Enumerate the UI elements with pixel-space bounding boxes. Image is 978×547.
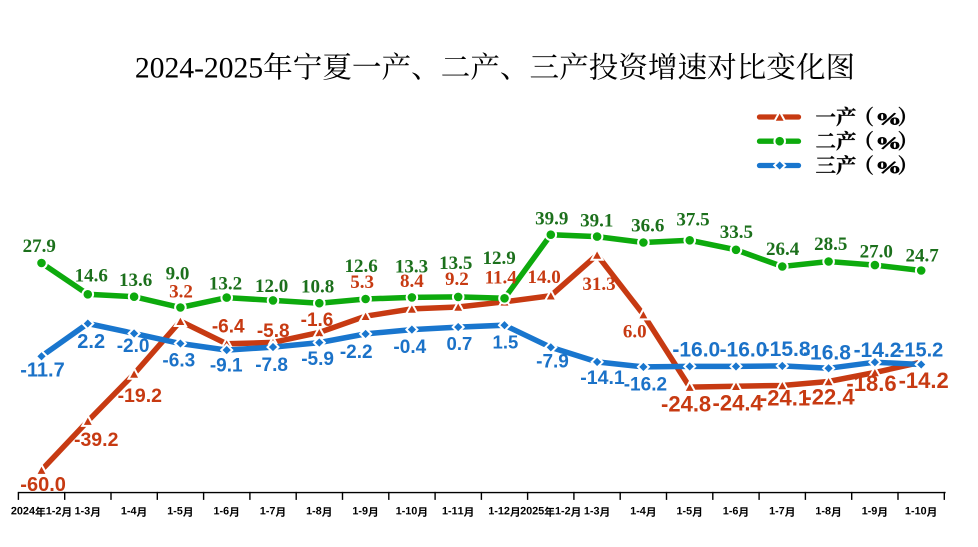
svg-text:10.8: 10.8 — [301, 277, 334, 298]
svg-text:13.3: 13.3 — [395, 257, 428, 278]
svg-text:-60.0: -60.0 — [20, 474, 66, 496]
svg-text:-18.6: -18.6 — [846, 371, 896, 396]
svg-text:9.2: 9.2 — [445, 269, 469, 290]
svg-text:-15.8: -15.8 — [763, 338, 811, 361]
svg-text:1.5: 1.5 — [493, 332, 519, 353]
svg-text:-2.0: -2.0 — [117, 336, 150, 357]
svg-text:14.0: 14.0 — [527, 267, 560, 288]
svg-text:-7.9: -7.9 — [536, 352, 569, 373]
svg-text:26.4: 26.4 — [766, 239, 800, 260]
svg-text:-6.4: -6.4 — [212, 317, 245, 338]
svg-text:13.2: 13.2 — [209, 273, 242, 294]
svg-text:-16.0: -16.0 — [720, 339, 768, 362]
svg-text:33.5: 33.5 — [720, 222, 753, 243]
svg-text:39.9: 39.9 — [535, 208, 568, 229]
svg-text:-39.2: -39.2 — [74, 429, 119, 451]
svg-text:12.9: 12.9 — [482, 248, 515, 269]
svg-text:28.5: 28.5 — [814, 234, 847, 255]
svg-text:-11.7: -11.7 — [20, 359, 64, 381]
svg-text:14.6: 14.6 — [75, 265, 108, 286]
svg-text:-14.2: -14.2 — [854, 339, 902, 362]
svg-text:-24.8: -24.8 — [661, 391, 711, 416]
svg-text:-14.1: -14.1 — [580, 367, 625, 389]
svg-text:-19.2: -19.2 — [118, 385, 163, 407]
svg-text:13.6: 13.6 — [119, 270, 152, 291]
svg-text:-5.9: -5.9 — [301, 349, 334, 370]
svg-text:8.4: 8.4 — [400, 271, 424, 292]
svg-text:12.6: 12.6 — [344, 256, 377, 277]
svg-text:3.2: 3.2 — [169, 282, 193, 303]
svg-text:5.3: 5.3 — [350, 272, 374, 293]
svg-text:-15.2: -15.2 — [898, 340, 944, 362]
svg-text:-16.0: -16.0 — [672, 338, 720, 361]
svg-text:9.0: 9.0 — [166, 264, 190, 285]
svg-text:24.7: 24.7 — [905, 245, 939, 266]
svg-text:13.5: 13.5 — [439, 253, 472, 274]
svg-text:-2.2: -2.2 — [340, 342, 373, 363]
svg-text:-6.3: -6.3 — [162, 351, 195, 372]
svg-text:-16.2: -16.2 — [624, 375, 667, 396]
svg-text:6.0: 6.0 — [623, 322, 647, 343]
svg-text:-24.4: -24.4 — [713, 390, 764, 415]
svg-text:2.2: 2.2 — [77, 331, 105, 353]
svg-text:-0.4: -0.4 — [393, 337, 426, 358]
svg-text:31.3: 31.3 — [582, 274, 615, 295]
svg-text:-24.1: -24.1 — [760, 386, 810, 411]
svg-text:-16.8: -16.8 — [803, 342, 851, 365]
svg-text:36.6: 36.6 — [631, 216, 664, 237]
svg-text:12.0: 12.0 — [255, 276, 288, 297]
svg-text:0.7: 0.7 — [447, 333, 473, 354]
svg-text:11.4: 11.4 — [485, 268, 518, 289]
svg-text:37.5: 37.5 — [676, 210, 709, 231]
svg-text:-1.6: -1.6 — [301, 310, 334, 331]
svg-text:-14.2: -14.2 — [899, 368, 949, 393]
svg-text:-9.1: -9.1 — [210, 356, 243, 377]
svg-text:-5.8: -5.8 — [257, 321, 290, 342]
svg-text:-22.4: -22.4 — [804, 385, 855, 410]
svg-text:27.0: 27.0 — [860, 241, 893, 262]
svg-text:-7.8: -7.8 — [255, 355, 288, 376]
svg-text:27.9: 27.9 — [23, 236, 56, 257]
svg-text:39.1: 39.1 — [580, 211, 613, 232]
